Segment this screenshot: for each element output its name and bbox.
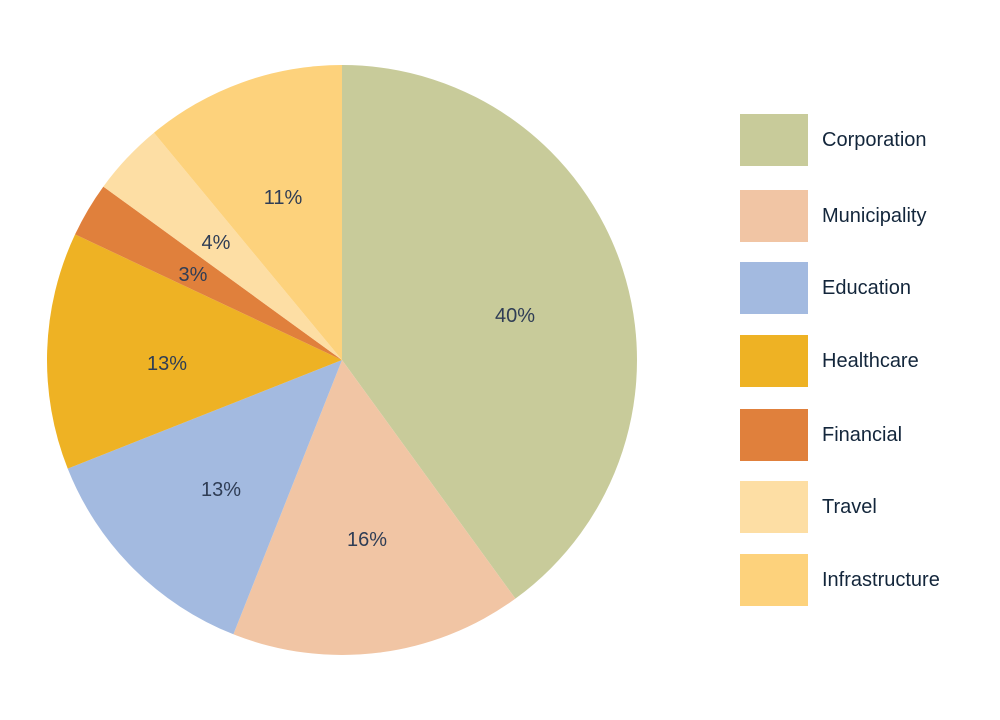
pie-chart: 40% 16% 13% 13% 3% 4% 11% bbox=[47, 65, 637, 655]
legend-swatch bbox=[740, 554, 808, 606]
legend-swatch bbox=[740, 114, 808, 166]
slice-label-travel: 4% bbox=[202, 232, 231, 254]
slice-label-education: 13% bbox=[201, 479, 241, 501]
legend-item-infrastructure: Infrastructure bbox=[740, 554, 940, 606]
legend-item-education: Education bbox=[740, 262, 911, 314]
slice-label-municipality: 16% bbox=[347, 529, 387, 551]
pie-slice-infrastructure bbox=[153, 65, 342, 360]
legend-swatch bbox=[740, 335, 808, 387]
pie-slice-financial bbox=[75, 186, 342, 360]
pie-slices bbox=[47, 65, 637, 655]
legend-label: Municipality bbox=[822, 204, 927, 227]
slice-label-corporation: 40% bbox=[495, 305, 535, 327]
slice-label-financial: 3% bbox=[179, 264, 208, 286]
legend-label: Corporation bbox=[822, 128, 927, 151]
legend-item-healthcare: Healthcare bbox=[740, 335, 919, 387]
pie-slice-municipality bbox=[233, 360, 516, 655]
legend-label: Financial bbox=[822, 423, 903, 446]
slice-label-infrastructure: 11% bbox=[264, 187, 303, 209]
legend-swatch bbox=[740, 481, 808, 533]
pie-slice-corporation bbox=[342, 65, 637, 599]
legend-label: Healthcare bbox=[822, 349, 919, 372]
legend-swatch bbox=[740, 262, 808, 314]
legend-item-financial: Financial bbox=[740, 409, 902, 461]
pie-slice-education bbox=[67, 360, 342, 635]
legend-label: Infrastructure bbox=[822, 568, 940, 591]
legend-label: Travel bbox=[822, 495, 877, 518]
legend-swatch bbox=[740, 409, 808, 461]
legend-item-municipality: Municipality bbox=[740, 190, 926, 242]
legend-item-travel: Travel bbox=[740, 481, 877, 533]
pie-slice-healthcare bbox=[47, 234, 343, 469]
pie-labels: 40% 16% 13% 13% 3% 4% 11% bbox=[147, 187, 535, 551]
legend-item-corporation: Corporation bbox=[740, 114, 927, 166]
legend-label: Education bbox=[822, 276, 911, 299]
pie-slice-travel bbox=[103, 132, 342, 360]
slice-label-healthcare: 13% bbox=[147, 353, 187, 375]
legend-swatch bbox=[740, 190, 808, 242]
